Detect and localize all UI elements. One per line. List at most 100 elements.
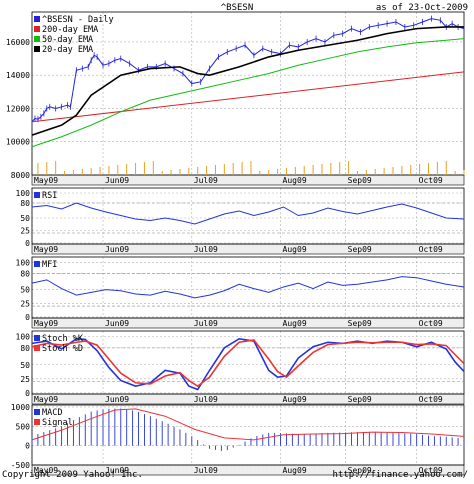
month-tick-label: Oct09 — [419, 319, 443, 328]
month-tick-label: Jun09 — [105, 395, 129, 404]
legend-swatch — [34, 26, 40, 32]
month-tick-label: Jul09 — [194, 176, 218, 185]
y-tick-label: 25 — [20, 299, 30, 308]
y-tick-label: 80 — [20, 269, 30, 278]
chart-title: ^BSESN — [221, 3, 254, 13]
legend-swatch — [34, 16, 40, 22]
signal-line — [31, 408, 465, 441]
legend-swatch — [34, 345, 40, 351]
month-tick-label: Jun09 — [105, 466, 129, 475]
legend-swatch — [34, 192, 40, 198]
legend-label: Stoch %D — [42, 344, 83, 354]
month-tick-label: Oct09 — [419, 176, 443, 185]
legend-swatch — [34, 46, 40, 52]
month-tick-label: May09 — [34, 466, 58, 475]
legend-label: RSI — [42, 191, 57, 201]
y-tick-label: 100 — [16, 333, 31, 342]
y-tick-label: 0 — [25, 239, 30, 248]
month-tick-label: Jul09 — [194, 245, 218, 254]
legend-label: 50-day EMA — [42, 35, 93, 45]
copyright-notice: Copyright 2009 Yahoo! Inc. — [2, 470, 143, 480]
y-tick-label: 25 — [20, 227, 30, 236]
panel--bsesn: May09 Jun09 Jul09 Aug09 Sep09 Oct09 8000 10000 1… — [6, 11, 465, 186]
series-line — [31, 202, 465, 225]
y-tick-label: 25 — [20, 375, 30, 384]
month-tick-label: Sep09 — [348, 176, 372, 185]
panel-macd: May09 Jun09 Jul09 Aug09 Sep09 Oct09 -500 0 500 10… — [11, 403, 465, 476]
month-band — [31, 393, 465, 405]
y-tick-label: 50 — [20, 361, 30, 370]
month-tick-label: Sep09 — [348, 319, 372, 328]
panel-mfi: May09 Jun09 Jul09 Aug09 Sep09 Oct09 0 25 50 80 100… — [16, 256, 465, 329]
y-tick-label: 80 — [20, 199, 30, 208]
month-tick-label: Jun09 — [105, 319, 129, 328]
panel-frame — [31, 404, 465, 466]
month-tick-label: Oct09 — [419, 245, 443, 254]
month-tick-label: Aug09 — [283, 176, 307, 185]
month-tick-label: Aug09 — [283, 245, 307, 254]
legend-label: MACD — [42, 408, 62, 418]
month-tick-label: Jun09 — [105, 176, 129, 185]
series-line — [31, 71, 465, 123]
legend-swatch — [34, 36, 40, 42]
month-tick-label: Sep09 — [348, 466, 372, 475]
legend-swatch — [34, 409, 40, 415]
y-tick-label: 10000 — [6, 138, 30, 147]
month-tick-label: Jul09 — [194, 466, 218, 475]
y-tick-label: 0 — [25, 313, 30, 322]
y-tick-label: 500 — [16, 422, 31, 431]
y-tick-label: 50 — [20, 214, 30, 223]
y-tick-label: 8000 — [11, 171, 30, 180]
y-tick-label: 1000 — [11, 403, 30, 412]
source-url[interactable]: http://finance.yahoo.com/ — [332, 470, 468, 480]
month-tick-label: Sep09 — [348, 245, 372, 254]
month-tick-label: Sep09 — [348, 395, 372, 404]
y-tick-label: 80 — [20, 344, 30, 353]
chart-panels: May09 Jun09 Jul09 Aug09 Sep09 Oct098000100001… — [6, 11, 465, 476]
date-label: as of 23-Oct-2009 — [376, 3, 468, 13]
month-tick-label: Jul09 — [194, 395, 218, 404]
legend-label: 200-day EMA — [42, 25, 98, 35]
legend-swatch — [34, 419, 40, 425]
series-line — [31, 26, 464, 136]
month-tick-label: Aug09 — [283, 466, 307, 475]
y-tick-label: -500 — [11, 461, 30, 470]
month-tick-label: May09 — [34, 319, 58, 328]
month-band — [31, 317, 465, 329]
month-tick-label: May09 — [34, 245, 58, 254]
month-tick-label: Oct09 — [419, 395, 443, 404]
panel-frame — [31, 187, 465, 245]
month-band — [31, 174, 465, 186]
month-tick-label: Aug09 — [283, 319, 307, 328]
series-line — [31, 38, 465, 148]
y-tick-label: 12000 — [6, 104, 30, 113]
legend-label: MFI — [42, 260, 57, 270]
month-tick-label: May09 — [34, 176, 58, 185]
panel-rsi: May09 Jun09 Jul09 Aug09 Sep09 Oct09 0 25 50 80100… — [16, 187, 465, 255]
panel-frame — [31, 11, 465, 176]
month-tick-label: Jul09 — [194, 319, 218, 328]
panel-stoch: May09 Jun09 Jul09 Aug09 Sep09 Oct09 0 25 50 80 100… — [16, 330, 465, 405]
series-line — [31, 339, 465, 388]
legend-label: ^BSESN - Daily — [42, 15, 114, 25]
y-tick-label: 0 — [25, 389, 30, 398]
legend-swatch — [34, 335, 40, 341]
legend-label: Stoch %K — [42, 334, 84, 344]
month-tick-label: Jun09 — [105, 245, 129, 254]
month-tick-label: May09 — [34, 395, 58, 404]
panel-frame — [31, 256, 465, 319]
legend-label: 20-day EMA — [42, 45, 93, 55]
month-tick-label: Aug09 — [283, 395, 307, 404]
month-tick-label: Oct09 — [419, 466, 443, 475]
y-tick-label: 100 — [16, 189, 31, 198]
legend-swatch — [34, 261, 40, 267]
y-tick-label: 50 — [20, 286, 30, 295]
legend-label: Signal — [42, 418, 73, 428]
y-tick-label: 0 — [25, 442, 30, 451]
y-tick-label: 16000 — [6, 38, 30, 47]
month-band — [31, 243, 465, 255]
y-tick-label: 14000 — [6, 71, 30, 80]
series-line — [31, 276, 465, 299]
y-tick-label: 100 — [16, 258, 31, 267]
